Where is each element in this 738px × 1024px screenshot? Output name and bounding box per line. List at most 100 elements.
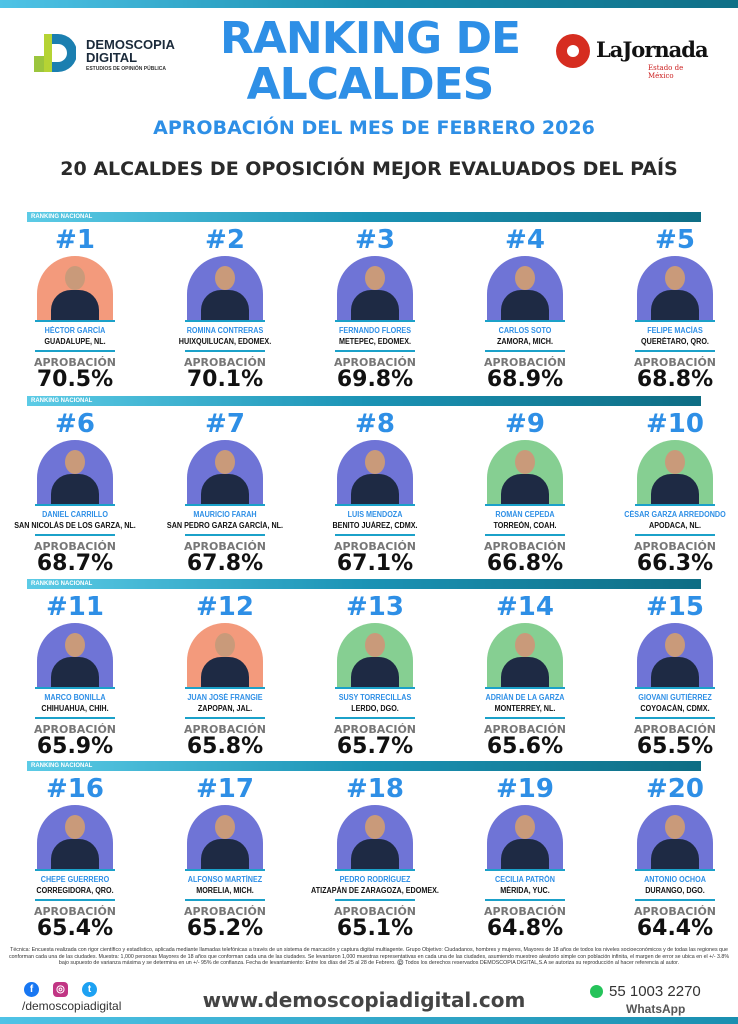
approval-label: APROBACIÓN	[183, 356, 267, 369]
body-silhouette	[201, 290, 249, 320]
mayor-photo	[187, 805, 263, 869]
divider	[185, 350, 265, 352]
body-silhouette	[501, 290, 549, 320]
approval-value: 65.8%	[186, 734, 264, 759]
rank-number: #19	[496, 774, 554, 804]
rank-number: #12	[196, 592, 254, 622]
mayor-photo	[187, 623, 263, 687]
brand-line-2: DIGITAL	[86, 50, 138, 65]
rank-number: #4	[505, 225, 545, 255]
head-silhouette	[65, 450, 85, 474]
page-subtitle: APROBACIÓN DEL MES DE FEBRERO 2026	[153, 117, 595, 139]
ranking-band: RANKING NACIONAL	[27, 761, 701, 771]
approval-value: 68.7%	[36, 551, 114, 576]
mayor-photo	[337, 623, 413, 687]
mayor-city: SAN PEDRO GARZA GARCÍA, NL.	[166, 521, 284, 530]
body-silhouette	[351, 474, 399, 504]
divider	[35, 899, 115, 901]
mayor-city: MÉRIDA, YUC.	[500, 886, 550, 895]
divider	[35, 534, 115, 536]
mayor-card: #4 CARLOS SOTO ZAMORA, MICH. APROBACIÓN 68.9…	[450, 224, 600, 391]
mayor-name: SUSY TORRECILLAS	[338, 693, 412, 702]
divider	[335, 504, 415, 506]
mayor-name: FERNANDO FLORES	[339, 326, 411, 335]
mayor-card: #19 CECILIA PATRÓN MÉRIDA, YUC. APROBACIÓN 6…	[450, 773, 600, 940]
mayor-name: HÉCTOR GARCÍA	[44, 326, 106, 335]
brand-right-name: LaJornada	[596, 37, 709, 62]
head-silhouette	[515, 815, 535, 839]
demoscopia-logo-mark-icon	[34, 34, 76, 72]
approval-value: 65.1%	[336, 916, 414, 941]
section-heading: 20 ALCALDES DE OPOSICIÓN MEJOR EVALUADOS…	[60, 158, 678, 180]
rank-number: #6	[55, 409, 95, 439]
divider	[185, 534, 265, 536]
approval-label: APROBACIÓN	[483, 905, 567, 918]
divider	[35, 320, 115, 322]
mayor-photo	[637, 440, 713, 504]
body-silhouette	[351, 290, 399, 320]
brand-tagline: ESTUDIOS DE OPINIÓN PÚBLICA	[86, 66, 167, 72]
divider	[335, 687, 415, 689]
body-silhouette	[51, 839, 99, 869]
approval-value: 65.4%	[36, 916, 114, 941]
mayor-photo	[337, 440, 413, 504]
rank-number: #5	[655, 225, 695, 255]
head-silhouette	[65, 815, 85, 839]
instagram-icon[interactable]: ◎	[53, 982, 68, 997]
divider	[35, 504, 115, 506]
divider	[335, 350, 415, 352]
body-silhouette	[201, 474, 249, 504]
rank-number: #15	[646, 592, 704, 622]
website-link[interactable]: www.demoscopiadigital.com	[202, 988, 526, 1012]
mayor-card: #18 PEDRO RODRÍGUEZ ATIZAPÁN DE ZARAGOZA, …	[300, 773, 450, 940]
whatsapp-contact[interactable]: 55 1003 2270	[590, 983, 701, 1000]
divider	[485, 717, 565, 719]
mayor-city: MONTERREY, NL.	[494, 704, 556, 713]
approval-value: 65.6%	[486, 734, 564, 759]
rank-number: #10	[646, 409, 704, 439]
body-silhouette	[651, 474, 699, 504]
mayor-city: BENITO JUÁREZ, CDMX.	[332, 521, 418, 530]
mayor-photo	[637, 805, 713, 869]
rank-number: #2	[205, 225, 245, 255]
head-silhouette	[515, 266, 535, 290]
rank-number: #13	[346, 592, 404, 622]
mayor-card: #2 ROMINA CONTRERAS HUIXQUILUCAN, EDOMEX. A…	[150, 224, 300, 391]
approval-value: 67.1%	[336, 551, 414, 576]
mayor-card: #9 ROMÁN CEPEDA TORREÓN, COAH. APROBACIÓN 66…	[450, 408, 600, 575]
ranking-band: RANKING NACIONAL	[27, 396, 701, 406]
mayor-city: LERDO, DGO.	[351, 704, 399, 713]
approval-value: 67.8%	[186, 551, 264, 576]
mayor-card: #16 CHEPE GUERRERO CORREGIDORA, QRO. APROBA…	[0, 773, 150, 940]
mayor-photo	[337, 256, 413, 320]
mayor-city: MORELIA, MICH.	[196, 886, 254, 895]
head-silhouette	[65, 633, 85, 657]
facebook-icon[interactable]: f	[24, 982, 39, 997]
head-silhouette	[665, 815, 685, 839]
approval-value: 65.2%	[186, 916, 264, 941]
twitter-icon[interactable]: t	[82, 982, 97, 997]
head-silhouette	[365, 815, 385, 839]
band-label: RANKING NACIONAL	[31, 581, 93, 587]
body-silhouette	[651, 290, 699, 320]
mayor-card: #10 CÉSAR GARZA ARREDONDO APODACA, NL. APRO…	[600, 408, 738, 575]
mayor-city: QUERÉTARO, QRO.	[641, 337, 709, 346]
body-silhouette	[651, 839, 699, 869]
mayor-name: PEDRO RODRÍGUEZ	[339, 875, 411, 884]
mayor-photo	[487, 805, 563, 869]
head-silhouette	[365, 633, 385, 657]
body-silhouette	[51, 474, 99, 504]
rank-number: #7	[205, 409, 245, 439]
rank-number: #14	[496, 592, 554, 622]
approval-label: APROBACIÓN	[633, 905, 717, 918]
rank-number: #1	[55, 225, 95, 255]
approval-value: 66.3%	[636, 551, 714, 576]
mayor-photo	[37, 256, 113, 320]
approval-label: APROBACIÓN	[33, 905, 117, 918]
social-handle[interactable]: /demoscopiadigital	[22, 999, 122, 1013]
divider	[485, 687, 565, 689]
mayor-card: #5 FELIPE MACÍAS QUERÉTARO, QRO. APROBACIÓN…	[600, 224, 738, 391]
mayor-name: FELIPE MACÍAS	[647, 326, 703, 335]
mayor-name: ROMINA CONTRERAS	[186, 326, 264, 335]
approval-label: APROBACIÓN	[333, 905, 417, 918]
